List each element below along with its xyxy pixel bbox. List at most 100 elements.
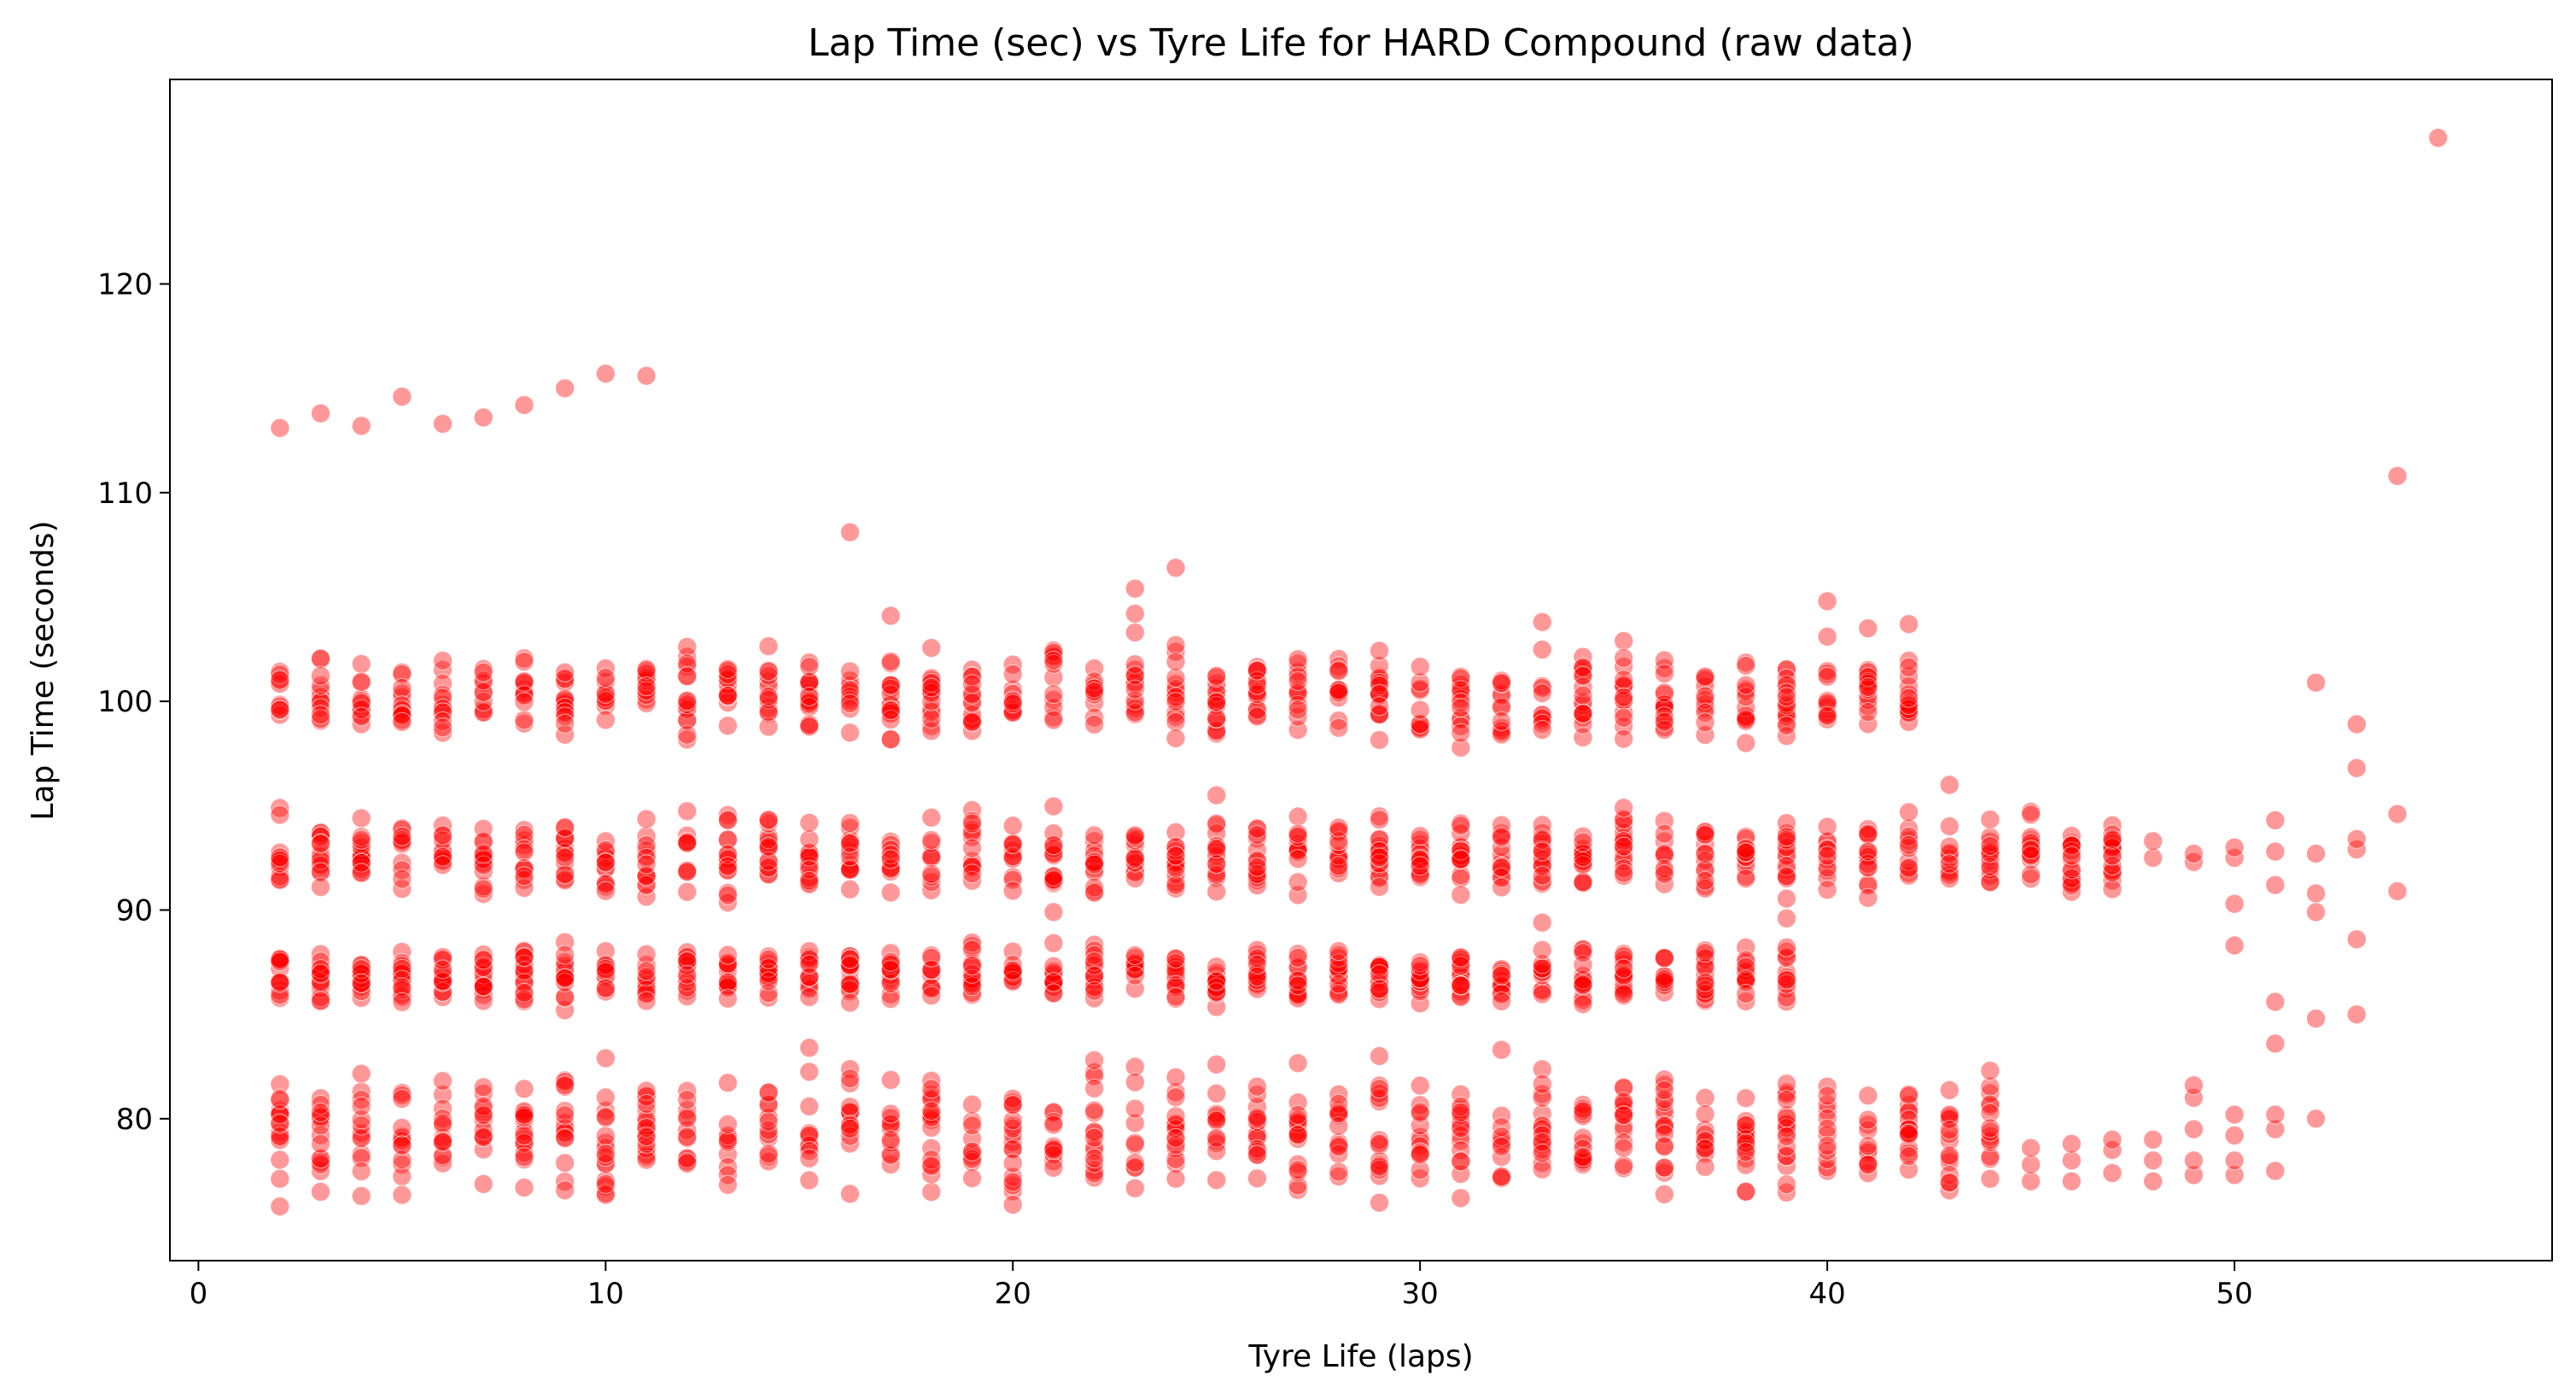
data-point (1899, 688, 1919, 708)
x-tick-label: 40 (1808, 1277, 1845, 1311)
data-point (799, 986, 820, 1007)
data-point (1002, 1133, 1023, 1153)
data-point (1614, 798, 1634, 818)
data-point (351, 858, 371, 879)
data-point (962, 1115, 982, 1136)
data-point (1614, 980, 1634, 1001)
data-point (758, 1120, 779, 1140)
data-point (392, 1185, 412, 1205)
data-point (392, 1155, 412, 1175)
data-point (1288, 1179, 1308, 1200)
data-point (473, 662, 494, 682)
data-point (840, 1118, 860, 1139)
data-point (1695, 1156, 1715, 1177)
data-point (1043, 972, 1064, 992)
data-point (717, 961, 738, 981)
data-point (1899, 834, 1919, 855)
data-point (799, 1062, 820, 1082)
data-point (595, 955, 616, 975)
data-point (1288, 806, 1308, 827)
data-point (1329, 953, 1349, 974)
data-point (514, 1143, 534, 1163)
data-point (433, 1132, 453, 1152)
data-point (1695, 824, 1715, 845)
data-point (1532, 1074, 1552, 1094)
data-point (962, 1151, 982, 1172)
data-point (962, 1141, 982, 1162)
data-point (1206, 1054, 1227, 1074)
data-point (1206, 1083, 1227, 1103)
data-point (636, 847, 657, 868)
data-point (1165, 986, 1186, 1007)
data-point (921, 1089, 942, 1109)
data-point (311, 1181, 330, 1202)
data-point (1492, 959, 1511, 980)
data-point (433, 855, 453, 875)
data-point (351, 1090, 371, 1110)
data-point (433, 971, 453, 992)
data-point (555, 713, 575, 734)
data-point (1654, 969, 1674, 990)
data-point (1288, 872, 1308, 893)
data-point (1817, 591, 1837, 612)
data-point (799, 974, 820, 994)
data-point (1736, 869, 1756, 889)
data-point (677, 986, 698, 1007)
data-point (1084, 825, 1105, 846)
data-point (2183, 844, 2204, 863)
data-point (1329, 974, 1349, 994)
data-point (1614, 954, 1634, 975)
data-point (392, 860, 412, 881)
data-point (880, 652, 901, 671)
data-point (514, 961, 534, 981)
data-point (1654, 1136, 1674, 1156)
data-point (1410, 1168, 1430, 1189)
data-point (2305, 1109, 2326, 1129)
data-point (514, 1107, 534, 1127)
data-point (2102, 828, 2123, 849)
data-point (1899, 657, 1919, 677)
data-point (1002, 694, 1023, 714)
data-point (595, 710, 616, 730)
data-point (1165, 963, 1186, 983)
data-point (1247, 1127, 1267, 1148)
data-point (962, 813, 982, 834)
data-point (1043, 1140, 1064, 1160)
data-point (1614, 631, 1634, 651)
data-point (1858, 823, 1878, 844)
data-point (1288, 823, 1308, 844)
data-point (1736, 733, 1756, 753)
data-point (1654, 1162, 1674, 1183)
data-point (1002, 1125, 1023, 1145)
data-point (1817, 1150, 1837, 1169)
data-point (311, 648, 330, 669)
data-point (2143, 1150, 2164, 1171)
data-point (1532, 1059, 1552, 1080)
data-point (636, 983, 657, 1004)
data-point (799, 954, 820, 975)
data-point (1573, 1101, 1593, 1121)
data-point (473, 832, 494, 852)
data-point (1329, 1103, 1349, 1124)
data-point (677, 881, 698, 902)
data-point (2346, 1004, 2367, 1025)
data-point (270, 1197, 290, 1216)
data-point (677, 691, 698, 711)
data-point (1165, 1149, 1186, 1169)
data-point (758, 636, 779, 657)
data-point (1736, 1088, 1756, 1109)
data-point (1614, 729, 1634, 749)
data-point (1736, 655, 1756, 676)
data-point (962, 976, 982, 997)
data-point (636, 1086, 657, 1107)
data-point (1492, 858, 1511, 878)
data-point (1329, 941, 1349, 962)
data-point (1124, 945, 1145, 965)
data-point (1980, 1168, 2001, 1189)
data-point (595, 1048, 616, 1068)
data-point (717, 1130, 738, 1150)
data-point (636, 967, 657, 987)
data-point (717, 805, 738, 825)
data-point (1124, 1113, 1145, 1133)
data-point (1410, 1160, 1430, 1180)
